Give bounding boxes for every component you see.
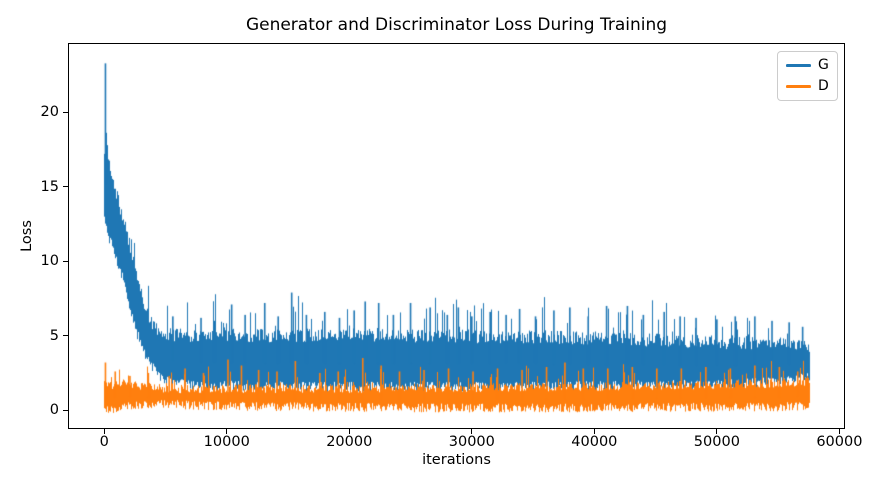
g-line-sample-icon [786,64,811,67]
y-axis-label: Loss [19,220,35,252]
y-tick-mark [63,260,68,262]
legend-entry-g: G [786,58,829,73]
y-tick-mark [63,409,68,411]
x-tick-label: 0 [99,434,109,450]
x-tick-mark [226,429,228,434]
legend: G D [777,51,838,101]
legend-label-d: D [818,78,829,94]
x-tick-label: 30000 [448,434,495,450]
x-tick-mark [348,429,350,434]
x-tick-mark [593,429,595,434]
y-tick-label: 0 [49,402,59,419]
chart-title: Generator and Discriminator Loss During … [245,15,668,35]
legend-entry-d: D [786,79,829,94]
x-tick-mark [471,429,473,434]
series-canvas [69,44,844,428]
x-tick-mark [103,429,105,434]
y-tick-mark [63,335,68,337]
y-tick-label: 20 [40,104,59,121]
y-tick-label: 15 [40,178,59,195]
x-tick-label: 50000 [693,434,740,450]
x-tick-label: 60000 [816,434,863,450]
x-tick-mark [716,429,718,434]
x-tick-label: 20000 [326,434,373,450]
plot-area [68,43,845,429]
y-tick-mark [63,111,68,114]
y-tick-label: 10 [40,253,59,270]
y-tick-label: 5 [49,327,59,344]
y-tick-mark [63,186,68,188]
x-tick-label: 10000 [203,434,250,450]
x-tick-mark [838,429,840,434]
d-line-sample-icon [786,85,811,88]
legend-label-g: G [818,57,829,73]
x-tick-label: 40000 [571,434,618,450]
x-axis-label: iterations [422,452,491,468]
